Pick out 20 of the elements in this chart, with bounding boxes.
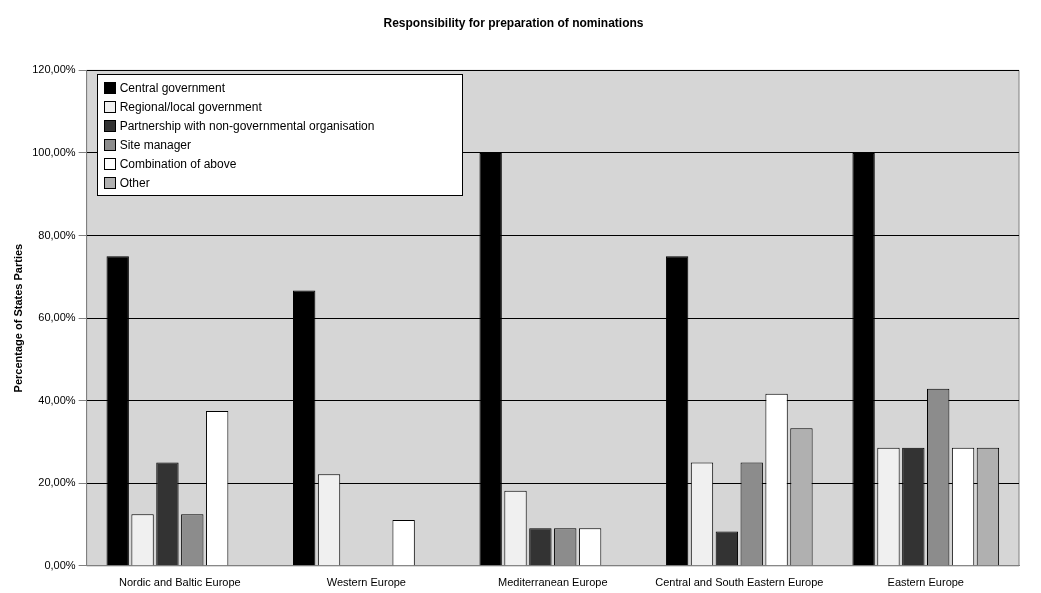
legend-label: Regional/local government — [119, 99, 262, 114]
legend-label: Other — [119, 175, 150, 190]
y-tick-label: 120,00% — [32, 63, 76, 76]
y-tick-label: 100,00% — [32, 146, 76, 158]
y-tick-label: 0,00% — [44, 558, 76, 571]
x-tick-label: Western Europe — [326, 576, 406, 589]
x-tick-label: Nordic and Baltic Europe — [119, 576, 241, 589]
legend-label: Central government — [119, 80, 226, 95]
chart-title: Responsibility for preparation of nominations — [383, 15, 644, 30]
legend-label: Combination of above — [119, 156, 237, 171]
y-tick-label: 20,00% — [38, 476, 76, 489]
legend-label: Partnership with non-governmental organisation — [119, 118, 375, 133]
x-tick-label: Eastern Europe — [887, 576, 964, 589]
y-tick-label: 80,00% — [38, 228, 76, 241]
y-tick-label: 60,00% — [38, 311, 76, 324]
legend-label: Site manager — [119, 137, 191, 152]
x-tick-label: Mediterranean Europe — [498, 576, 608, 589]
x-tick-label: Central and South Eastern Europe — [655, 576, 824, 589]
y-axis-title: Percentage of States Parties — [11, 243, 24, 393]
y-tick-label: 40,00% — [38, 393, 76, 406]
